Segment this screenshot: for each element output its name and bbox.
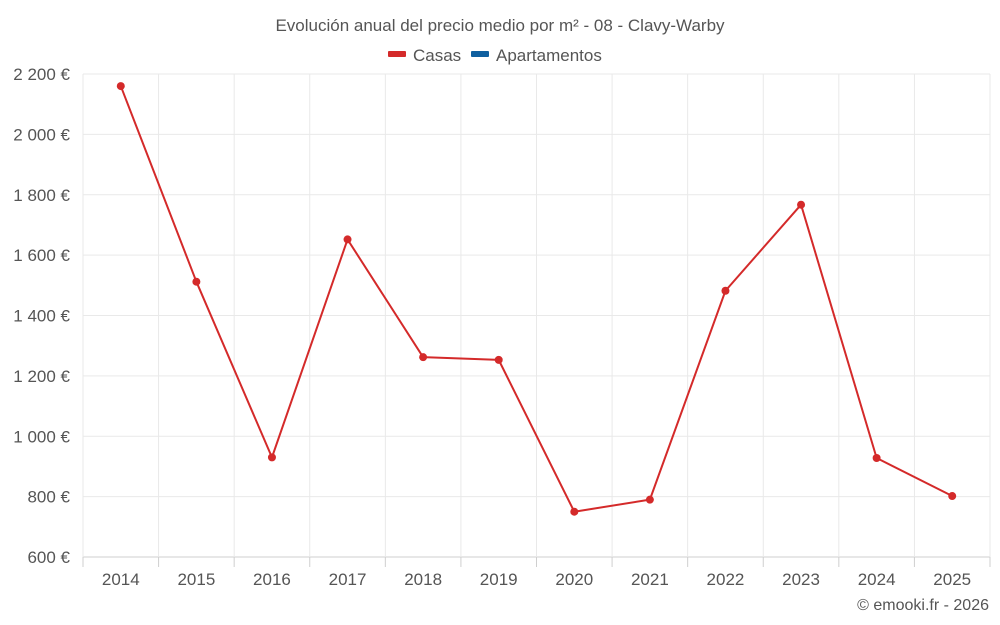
- legend-label: Apartamentos: [496, 46, 602, 65]
- legend[interactable]: Casas Apartamentos: [388, 46, 602, 65]
- credit-text: © emooki.fr - 2026: [857, 597, 989, 614]
- data-point-2014[interactable]: [116, 82, 125, 91]
- data-point-2018[interactable]: [419, 353, 428, 362]
- y-tick-label: 1 000 €: [13, 427, 70, 446]
- data-point-2022[interactable]: [721, 286, 730, 295]
- legend-swatch: [471, 51, 489, 57]
- data-point-2015[interactable]: [192, 277, 201, 286]
- x-tick-label: 2014: [102, 570, 140, 589]
- x-tick-label: 2024: [858, 570, 896, 589]
- legend-item-casas[interactable]: Casas: [388, 46, 461, 65]
- x-tick-label: 2021: [631, 570, 669, 589]
- legend-swatch: [388, 51, 406, 57]
- axes: 600 € 800 € 1 000 € 1 200 € 1 400 € 1 600 € 1 …: [13, 65, 991, 589]
- x-tick-label: 2017: [329, 570, 367, 589]
- chart-title: Evolución anual del precio medio por m² …: [275, 16, 725, 35]
- data-point-2016[interactable]: [267, 453, 276, 462]
- x-tick-label: 2022: [707, 570, 745, 589]
- y-tick-label: 1 600 €: [13, 246, 70, 265]
- data-point-2025[interactable]: [948, 492, 957, 501]
- data-point-2020[interactable]: [570, 507, 579, 516]
- y-tick-label: 800 €: [27, 488, 70, 507]
- grid: [82, 73, 991, 558]
- data-point-2024[interactable]: [872, 453, 881, 462]
- y-tick-label: 1 200 €: [13, 367, 70, 386]
- series-layer: [116, 82, 957, 516]
- y-tick-label: 2 200 €: [13, 65, 70, 84]
- legend-item-apartamentos[interactable]: Apartamentos: [471, 46, 602, 65]
- x-tick-label: 2025: [933, 570, 971, 589]
- data-point-2023[interactable]: [797, 200, 806, 209]
- y-tick-label: 1 400 €: [13, 307, 70, 326]
- legend-label: Casas: [413, 46, 461, 65]
- x-tick-label: 2023: [782, 570, 820, 589]
- data-point-2021[interactable]: [645, 495, 654, 504]
- data-point-2019[interactable]: [494, 355, 503, 364]
- x-tick-label: 2015: [177, 570, 215, 589]
- x-tick-label: 2018: [404, 570, 442, 589]
- x-tick-label: 2019: [480, 570, 518, 589]
- y-tick-label: 1 800 €: [13, 186, 70, 205]
- data-point-2017[interactable]: [343, 235, 352, 244]
- y-tick-label: 2 000 €: [13, 125, 70, 144]
- y-tick-label: 600 €: [27, 548, 70, 567]
- series-line-casas: [119, 85, 954, 513]
- x-tick-label: 2020: [555, 570, 593, 589]
- x-tick-label: 2016: [253, 570, 291, 589]
